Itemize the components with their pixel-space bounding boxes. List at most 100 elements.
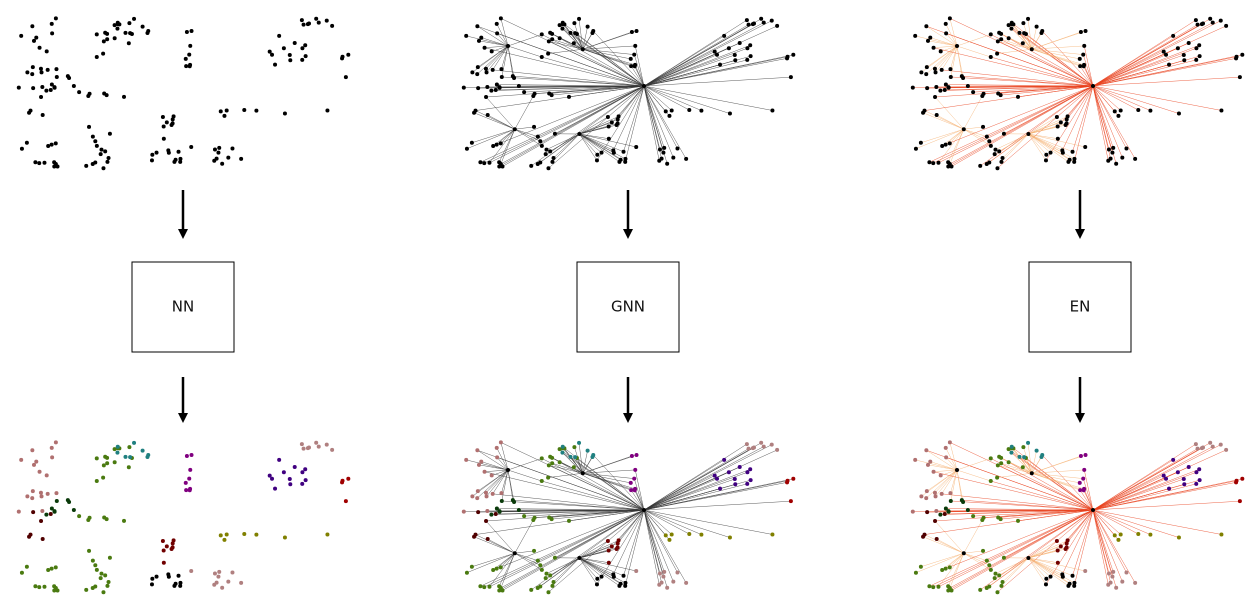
node: [919, 494, 924, 499]
node: [188, 486, 193, 491]
node: [178, 580, 183, 585]
node: [464, 570, 469, 575]
node: [107, 131, 112, 136]
node: [924, 489, 929, 494]
edge: [997, 85, 1094, 169]
edge: [1001, 557, 1029, 587]
node: [947, 565, 952, 570]
edge: [484, 47, 645, 87]
node: [94, 456, 99, 461]
node: [949, 588, 954, 593]
edge: [643, 85, 664, 153]
node: [40, 508, 45, 513]
node: [1022, 455, 1027, 460]
edge: [949, 442, 958, 471]
node: [1133, 156, 1138, 161]
edge: [973, 509, 1094, 517]
node: [993, 147, 998, 152]
node: [606, 124, 611, 129]
edge: [582, 450, 588, 474]
node: [498, 141, 503, 146]
edge: [1028, 133, 1051, 153]
edge: [920, 128, 964, 144]
node: [1082, 43, 1087, 48]
node: [303, 478, 308, 483]
edge: [1072, 509, 1094, 576]
node: [479, 459, 484, 464]
node: [24, 140, 29, 145]
edge: [1028, 133, 1070, 160]
edge: [1019, 456, 1032, 474]
node: [932, 490, 937, 495]
edge: [643, 51, 715, 87]
edge: [540, 557, 580, 587]
node: [1120, 579, 1125, 584]
node: [609, 120, 614, 125]
node: [712, 49, 717, 54]
node: [473, 108, 478, 113]
edge: [1001, 462, 1032, 474]
node: [149, 582, 154, 587]
node: [127, 445, 132, 450]
node: [178, 156, 183, 161]
node: [1171, 33, 1176, 38]
node: [665, 585, 670, 590]
edge: [582, 48, 631, 60]
edge: [618, 509, 645, 541]
node: [184, 488, 189, 493]
node: [90, 162, 95, 167]
node: [629, 488, 634, 493]
edge: [643, 85, 678, 149]
node: [1240, 52, 1245, 57]
node: [470, 494, 475, 499]
edge: [989, 557, 1029, 587]
node: [1040, 28, 1045, 33]
node: [1077, 480, 1082, 485]
edge: [643, 48, 748, 87]
edge: [934, 96, 964, 130]
node: [933, 95, 938, 100]
node: [37, 161, 42, 166]
edge: [579, 557, 598, 579]
node: [675, 146, 680, 151]
edge: [941, 493, 1094, 511]
node: [925, 510, 930, 515]
node: [475, 489, 480, 494]
edge: [1028, 133, 1069, 163]
edge: [990, 458, 1094, 511]
edge: [643, 480, 788, 511]
edge: [478, 464, 509, 471]
node: [928, 35, 933, 40]
node: [187, 52, 192, 57]
node: [1164, 476, 1169, 481]
node: [1167, 62, 1172, 67]
node: [188, 62, 193, 67]
node: [122, 94, 127, 99]
node: [1072, 156, 1077, 161]
node: [94, 32, 99, 37]
edge: [537, 509, 645, 589]
node: [535, 586, 540, 591]
node: [499, 74, 504, 79]
edge: [499, 509, 645, 513]
edge: [1092, 85, 1180, 114]
graph: [910, 440, 1245, 595]
node: [93, 139, 98, 144]
edge: [582, 469, 636, 474]
node: [657, 571, 662, 576]
node: [307, 21, 312, 26]
node: [1161, 473, 1166, 478]
node: [1083, 29, 1088, 34]
edge: [945, 447, 958, 471]
edge: [496, 447, 509, 471]
node: [965, 84, 970, 89]
node: [577, 440, 582, 445]
edge: [541, 458, 645, 511]
node: [943, 566, 948, 571]
node: [1197, 467, 1202, 472]
node: [489, 49, 494, 54]
node: [551, 155, 556, 160]
node: [53, 440, 58, 445]
edge: [489, 85, 645, 164]
